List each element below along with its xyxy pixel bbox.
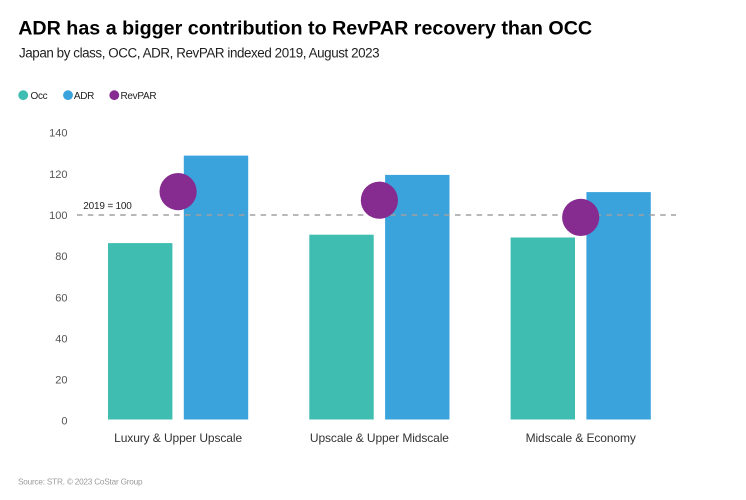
svg-text:Occ: Occ <box>31 91 48 102</box>
svg-text:120: 120 <box>49 169 67 181</box>
svg-text:60: 60 <box>55 292 67 304</box>
svg-text:2019 = 100: 2019 = 100 <box>83 201 132 212</box>
svg-text:RevPAR: RevPAR <box>121 91 157 102</box>
svg-text:Luxury & Upper Upscale: Luxury & Upper Upscale <box>114 431 242 445</box>
svg-text:Japan by class, OCC, ADR, RevP: Japan by class, OCC, ADR, RevPAR indexed… <box>19 46 379 61</box>
svg-text:Midscale & Economy: Midscale & Economy <box>526 431 636 445</box>
svg-text:Upscale & Upper Midscale: Upscale & Upper Midscale <box>310 431 449 445</box>
svg-text:ADR has a bigger contribution: ADR has a bigger contribution to RevPAR … <box>18 18 592 40</box>
svg-text:100: 100 <box>49 210 67 222</box>
svg-text:20: 20 <box>55 375 67 387</box>
svg-text:140: 140 <box>49 128 67 140</box>
svg-text:80: 80 <box>55 251 67 263</box>
svg-text:ADR: ADR <box>74 91 94 102</box>
svg-text:Source: STR. © 2023 CoStar Gro: Source: STR. © 2023 CoStar Group <box>18 478 143 487</box>
svg-text:40: 40 <box>55 333 67 345</box>
svg-text:0: 0 <box>61 416 67 428</box>
